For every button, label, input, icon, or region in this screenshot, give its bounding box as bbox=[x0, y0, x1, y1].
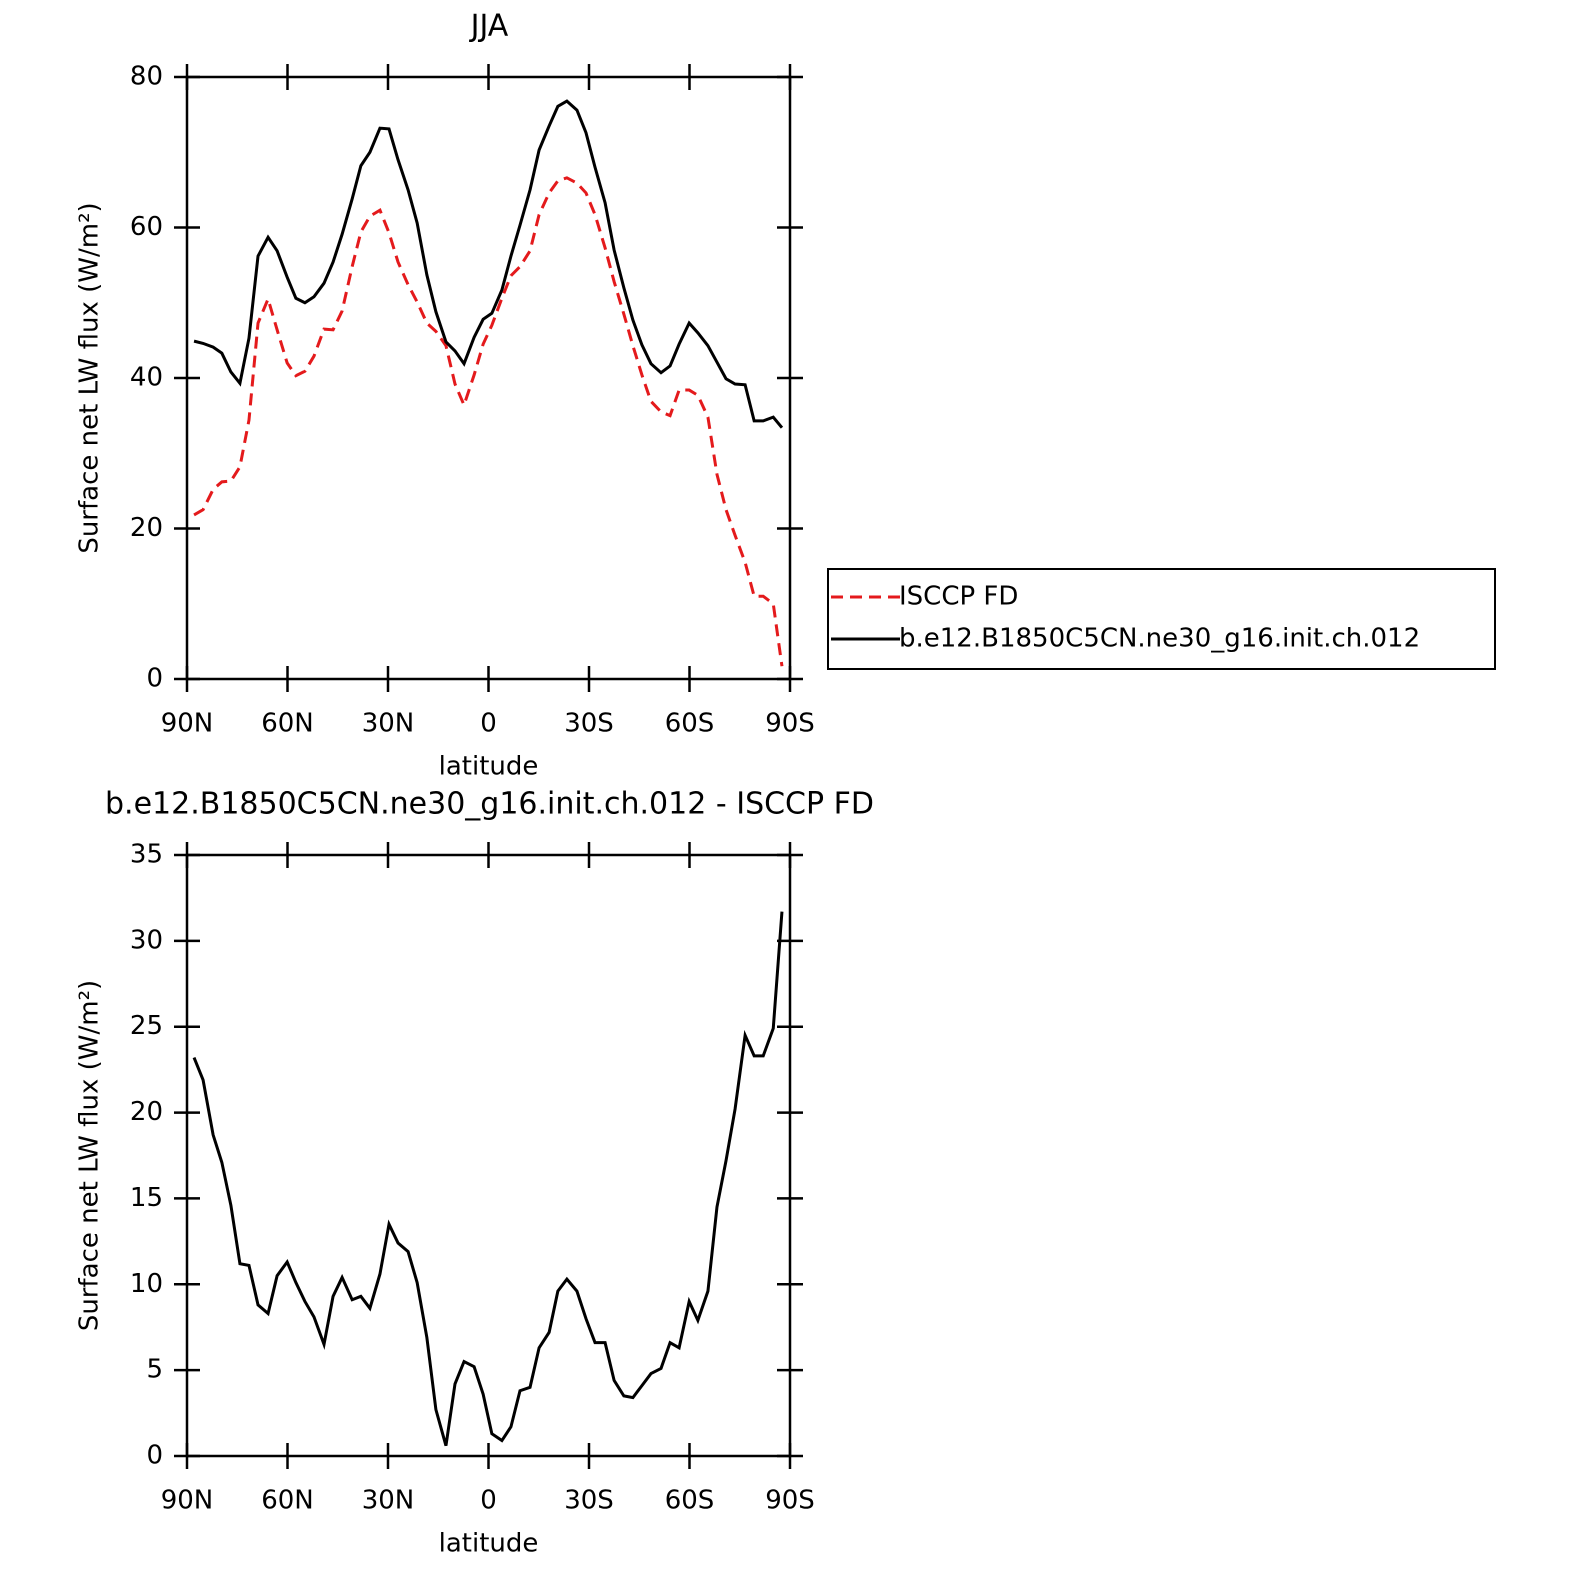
x-tick-label: 30S bbox=[564, 709, 614, 739]
y-tick-label: 5 bbox=[146, 1355, 163, 1385]
plot-frame bbox=[185, 853, 792, 1458]
data-line bbox=[192, 911, 784, 1447]
y-tick-label: 15 bbox=[130, 1183, 163, 1213]
plot-frame bbox=[185, 75, 792, 681]
y-tick-label: 60 bbox=[130, 212, 163, 242]
y-tick-label: 20 bbox=[130, 513, 163, 543]
y-tick-label: 0 bbox=[146, 664, 163, 694]
x-tick-label: 90S bbox=[765, 709, 815, 739]
y-tick-label: 10 bbox=[130, 1269, 163, 1299]
y-tick-label: 35 bbox=[130, 840, 163, 870]
x-axis-label: latitude bbox=[439, 752, 539, 782]
chart-title: b.e12.B1850C5CN.ne30_g16.init.ch.012 - I… bbox=[105, 787, 874, 822]
x-tick-label: 60S bbox=[665, 709, 715, 739]
x-tick-label: 90S bbox=[765, 1486, 815, 1516]
data-line bbox=[193, 99, 784, 429]
y-tick-label: 0 bbox=[146, 1441, 163, 1471]
y-tick-label: 20 bbox=[130, 1097, 163, 1127]
x-tick-label: 0 bbox=[480, 709, 497, 739]
y-tick-label: 25 bbox=[130, 1011, 163, 1041]
legend-label: b.e12.B1850C5CN.ne30_g16.init.ch.012 bbox=[899, 624, 1420, 654]
x-tick-label: 60S bbox=[665, 1486, 715, 1516]
y-tick-label: 30 bbox=[130, 925, 163, 955]
x-tick-label: 90N bbox=[161, 709, 214, 739]
x-tick-label: 0 bbox=[480, 1486, 497, 1516]
chart-title: JJA bbox=[469, 9, 509, 44]
x-tick-label: 30N bbox=[362, 709, 415, 739]
y-axis-label: Surface net LW flux (W/m²) bbox=[75, 202, 105, 553]
legend-box bbox=[827, 568, 1496, 670]
data-line bbox=[193, 176, 784, 667]
y-tick-label: 40 bbox=[130, 363, 163, 393]
x-axis-label: latitude bbox=[439, 1529, 539, 1559]
x-tick-label: 90N bbox=[161, 1486, 214, 1516]
x-tick-label: 60N bbox=[261, 709, 314, 739]
x-tick-label: 60N bbox=[261, 1486, 314, 1516]
y-axis-label: Surface net LW flux (W/m²) bbox=[75, 980, 105, 1331]
legend-label: ISCCP FD bbox=[899, 582, 1018, 612]
x-tick-label: 30S bbox=[564, 1486, 614, 1516]
x-tick-label: 30N bbox=[362, 1486, 415, 1516]
y-tick-label: 80 bbox=[130, 62, 163, 92]
